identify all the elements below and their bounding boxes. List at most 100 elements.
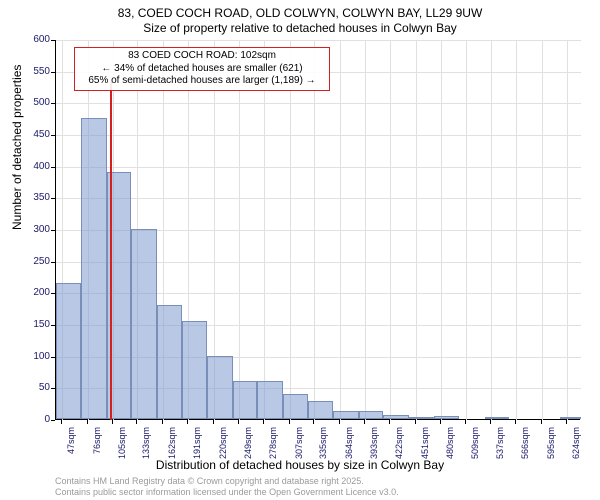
x-tick-label: 191sqm [192,427,202,467]
x-tick-mark [515,420,516,424]
gridline-v [542,40,543,420]
histogram-bar [182,321,207,419]
x-tick-label: 480sqm [445,427,455,467]
gridline-v [340,40,341,420]
y-tick-label: 600 [20,34,50,45]
histogram-bar [333,411,358,419]
annotation-line3: 65% of semi-detached houses are larger (… [81,75,323,88]
x-tick-mark [263,420,264,424]
x-tick-mark [541,420,542,424]
y-tick-mark [51,420,55,421]
x-tick-label: 393sqm [369,427,379,467]
x-tick-label: 278sqm [268,427,278,467]
x-tick-label: 249sqm [243,427,253,467]
x-tick-mark [566,420,567,424]
x-tick-mark [364,420,365,424]
y-tick-mark [51,40,55,41]
x-tick-mark [389,420,390,424]
y-tick-label: 300 [20,224,50,235]
annotation-box: 83 COED COCH ROAD: 102sqm← 34% of detach… [74,47,330,91]
gridline-v [290,40,291,420]
y-axis-label: Number of detached properties [10,65,24,230]
gridline-h [56,40,581,41]
gridline-h [56,167,581,168]
x-tick-mark [112,420,113,424]
x-tick-mark [339,420,340,424]
x-tick-mark [289,420,290,424]
x-tick-mark [162,420,163,424]
y-tick-mark [51,103,55,104]
annotation-line1: 83 COED COCH ROAD: 102sqm [81,50,323,63]
histogram-bar [308,401,333,419]
y-tick-mark [51,167,55,168]
gridline-h [56,135,581,136]
gridline-h [56,103,581,104]
y-tick-label: 200 [20,287,50,298]
x-tick-label: 595sqm [546,427,556,467]
x-tick-mark [87,420,88,424]
gridline-v [466,40,467,420]
plot-area [55,40,580,420]
y-tick-label: 450 [20,129,50,140]
histogram-bar [131,229,156,419]
x-tick-label: 566sqm [520,427,530,467]
annotation-line2: ← 34% of detached houses are smaller (62… [81,63,323,76]
gridline-v [441,40,442,420]
y-tick-label: 100 [20,351,50,362]
gridline-v [390,40,391,420]
x-tick-label: 364sqm [344,427,354,467]
y-tick-mark [51,325,55,326]
gridline-v [239,40,240,420]
y-tick-mark [51,357,55,358]
y-tick-label: 350 [20,192,50,203]
footer-copyright: Contains HM Land Registry data © Crown c… [55,476,364,486]
x-tick-label: 335sqm [318,427,328,467]
x-tick-mark [465,420,466,424]
histogram-bar [233,381,258,419]
x-tick-mark [415,420,416,424]
y-tick-mark [51,230,55,231]
histogram-bar [283,394,308,419]
gridline-v [567,40,568,420]
x-tick-mark [136,420,137,424]
y-tick-mark [51,72,55,73]
x-tick-label: 537sqm [495,427,505,467]
x-tick-mark [61,420,62,424]
y-tick-label: 0 [20,414,50,425]
y-tick-label: 500 [20,97,50,108]
gridline-v [264,40,265,420]
y-tick-label: 550 [20,66,50,77]
histogram-bar [560,417,581,419]
x-tick-mark [313,420,314,424]
y-tick-label: 400 [20,161,50,172]
histogram-bar [81,118,106,419]
histogram-bar [383,415,408,419]
x-tick-label: 422sqm [394,427,404,467]
chart-title-line1: 83, COED COCH ROAD, OLD COLWYN, COLWYN B… [0,6,600,20]
y-tick-mark [51,135,55,136]
x-tick-mark [490,420,491,424]
gridline-h [56,198,581,199]
gridline-v [314,40,315,420]
x-tick-label: 624sqm [571,427,581,467]
x-tick-label: 509sqm [470,427,480,467]
x-tick-label: 47sqm [66,427,76,467]
x-tick-mark [213,420,214,424]
y-tick-label: 150 [20,319,50,330]
histogram-bar [207,356,232,419]
y-tick-label: 50 [20,382,50,393]
x-tick-label: 133sqm [141,427,151,467]
histogram-bar [257,381,282,419]
x-tick-label: 307sqm [294,427,304,467]
y-tick-mark [51,198,55,199]
histogram-bar [434,416,459,419]
histogram-bar [409,417,434,419]
gridline-v [416,40,417,420]
gridline-v [365,40,366,420]
y-tick-label: 250 [20,256,50,267]
x-tick-label: 105sqm [117,427,127,467]
chart-title-line2: Size of property relative to detached ho… [0,21,600,35]
histogram-bar [359,411,384,419]
gridline-v [491,40,492,420]
x-tick-label: 451sqm [420,427,430,467]
